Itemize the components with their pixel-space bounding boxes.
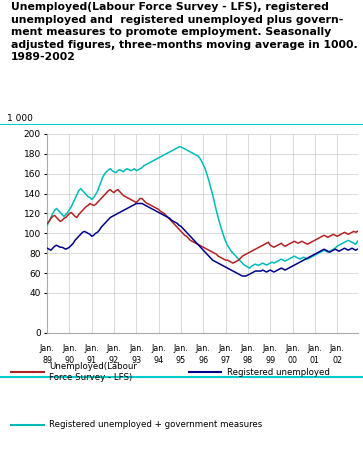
- Text: Jan.: Jan.: [151, 344, 166, 353]
- Text: Jan.: Jan.: [129, 344, 144, 353]
- Text: Jan.: Jan.: [85, 344, 99, 353]
- Text: 92: 92: [109, 356, 119, 365]
- Text: Jan.: Jan.: [196, 344, 211, 353]
- Text: 02: 02: [332, 356, 342, 365]
- Text: 1 000: 1 000: [7, 114, 33, 123]
- Text: Unemployed(Labour Force Survey - LFS), registered
unemployed and  registered une: Unemployed(Labour Force Survey - LFS), r…: [11, 2, 358, 62]
- Text: Jan.: Jan.: [241, 344, 255, 353]
- Text: 00: 00: [287, 356, 298, 365]
- Text: 94: 94: [154, 356, 164, 365]
- Text: Jan.: Jan.: [40, 344, 54, 353]
- Text: 93: 93: [131, 356, 142, 365]
- Text: 91: 91: [87, 356, 97, 365]
- Text: 90: 90: [64, 356, 74, 365]
- Text: 96: 96: [198, 356, 208, 365]
- Text: Jan.: Jan.: [218, 344, 233, 353]
- Text: 99: 99: [265, 356, 275, 365]
- Text: 89: 89: [42, 356, 52, 365]
- Text: Jan.: Jan.: [174, 344, 188, 353]
- Text: Jan.: Jan.: [62, 344, 77, 353]
- Text: Jan.: Jan.: [307, 344, 322, 353]
- Text: Unemployed(Labour
Force Survey - LFS): Unemployed(Labour Force Survey - LFS): [49, 362, 137, 382]
- Text: 97: 97: [220, 356, 231, 365]
- Text: 98: 98: [243, 356, 253, 365]
- Text: Registered unemployed + government measures: Registered unemployed + government measu…: [49, 420, 262, 429]
- Text: 95: 95: [176, 356, 186, 365]
- Text: Registered unemployed: Registered unemployed: [227, 368, 330, 377]
- Text: Jan.: Jan.: [263, 344, 278, 353]
- Text: 01: 01: [310, 356, 320, 365]
- Text: Jan.: Jan.: [107, 344, 122, 353]
- Text: Jan.: Jan.: [285, 344, 300, 353]
- Text: Jan.: Jan.: [330, 344, 344, 353]
